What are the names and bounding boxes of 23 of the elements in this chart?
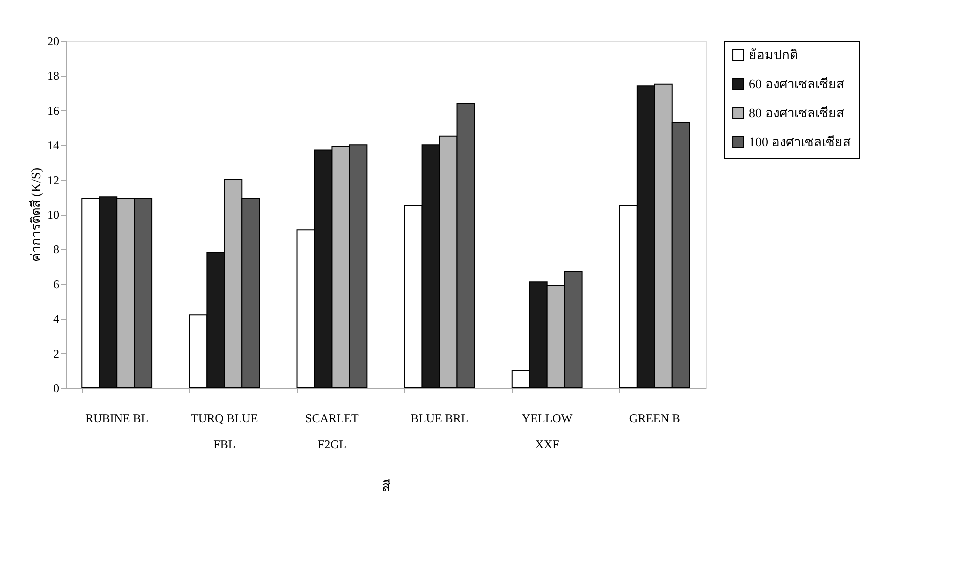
legend-label: ย้อมปกติ <box>749 48 798 62</box>
y-tick-label: 6 <box>54 277 60 292</box>
x-tick-label: GREEN B <box>629 412 680 426</box>
y-tick-label: 20 <box>48 34 60 48</box>
y-axis-title: ค่าการติดสี (K/S) <box>28 168 44 262</box>
x-tick-label: BLUE BRL <box>410 412 469 426</box>
y-tick-label: 10 <box>48 208 60 222</box>
y-tick-label: 16 <box>48 104 60 118</box>
legend-label: 100 องศาเซลเซียส <box>749 134 851 150</box>
x-tick-label: TURQ BLUE FBL <box>191 412 258 452</box>
y-tick-label: 14 <box>48 138 60 153</box>
x-tick-label: RUBINE BL <box>86 412 149 426</box>
y-tick-label: 2 <box>54 346 60 361</box>
x-tick-label: SCARLET F2GL <box>306 412 360 452</box>
legend-label: 60 องศาเซลเซียส <box>749 76 844 92</box>
y-tick-label: 4 <box>54 312 60 326</box>
y-tick-label: 12 <box>48 173 60 188</box>
y-tick-label: 0 <box>54 382 60 396</box>
x-axis-title: สี <box>382 480 391 496</box>
legend-label: 80 องศาเซลเซียส <box>749 106 844 120</box>
x-tick-label: YELLOW XXF <box>522 412 574 452</box>
y-tick-label: 8 <box>54 242 60 257</box>
y-tick-label: 18 <box>48 69 60 84</box>
